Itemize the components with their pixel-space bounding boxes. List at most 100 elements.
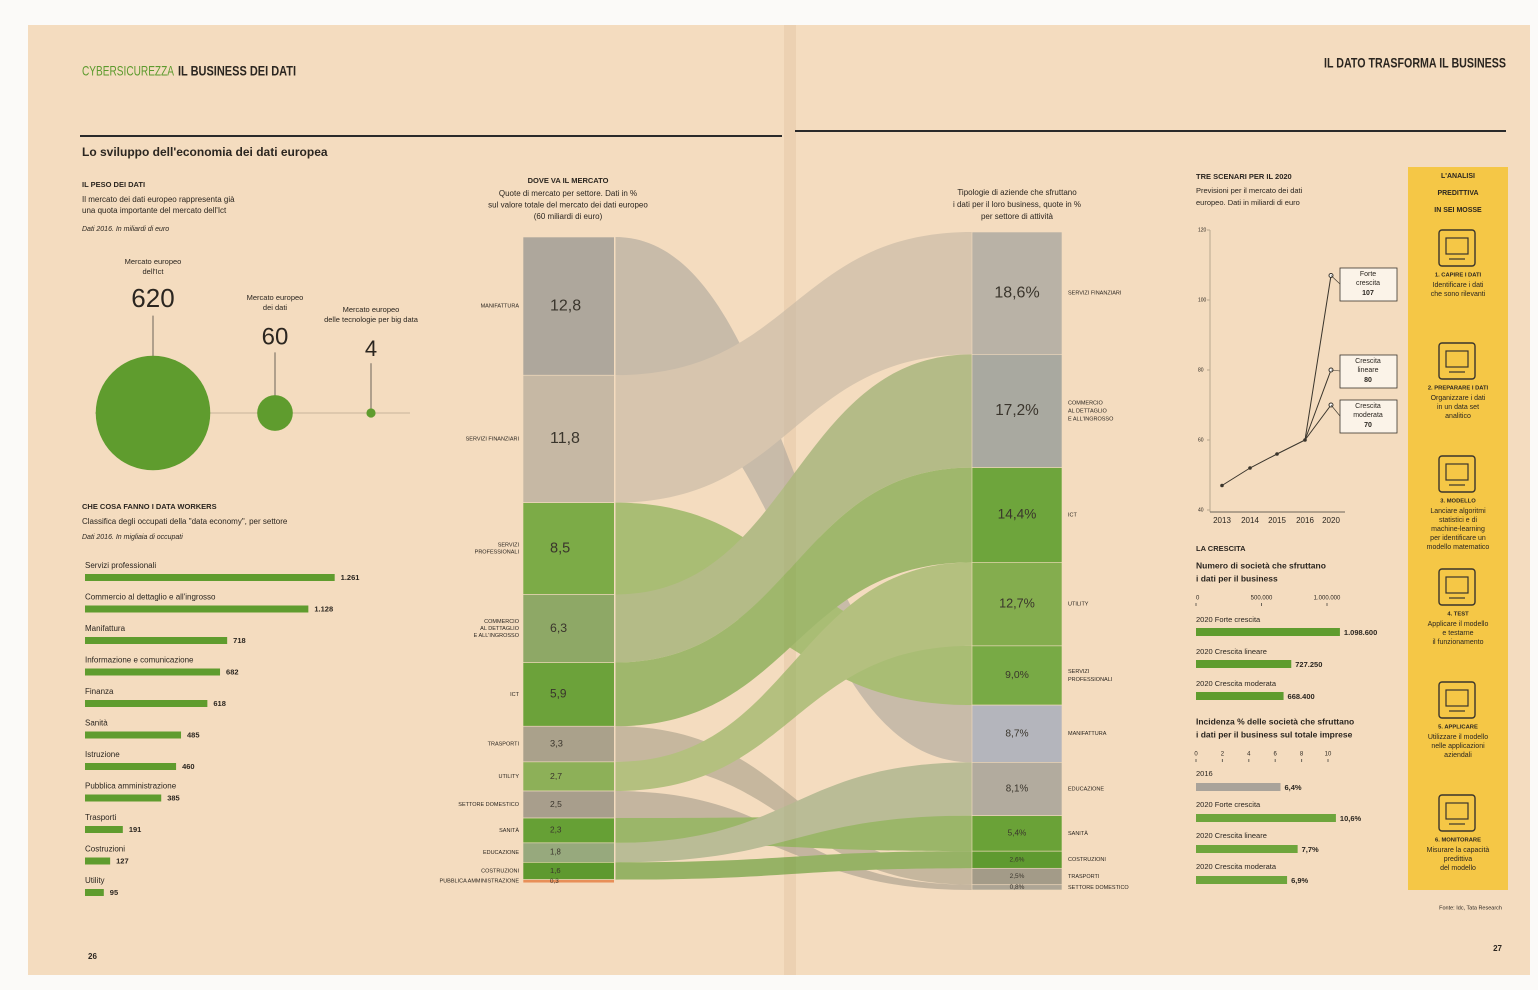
segment-value: 1,8: [550, 848, 561, 857]
segment-value: 8,7%: [1005, 728, 1028, 739]
segment: [971, 562, 1063, 647]
x-tick-label: 2020: [1322, 516, 1340, 525]
segment-value: 17,2%: [995, 402, 1039, 419]
sector-label: MANIFATTURA: [1068, 731, 1107, 737]
bar: [85, 668, 221, 676]
bar: [85, 700, 208, 707]
bar-value: 1.261: [341, 573, 360, 582]
segment: [971, 762, 1063, 816]
column-line: [614, 237, 616, 883]
text: Classifica degli occupati della "data ec…: [82, 517, 288, 526]
sector-label: SETTORE DOMESTICO: [458, 802, 519, 808]
sector-label: ICT: [510, 692, 520, 698]
bubble: [366, 408, 376, 418]
callout-text: crescita: [1356, 280, 1380, 287]
bar-value: 727.250: [1295, 660, 1322, 669]
x-tick-label: 1.000.000: [1314, 596, 1341, 602]
segment: [971, 231, 1063, 355]
segment: [971, 467, 1063, 563]
step-text: che sono rilevanti: [1431, 291, 1486, 298]
row-label: Trasporti: [85, 813, 116, 822]
main-title: Lo sviluppo dell'economia dei dati europ…: [82, 145, 328, 159]
sector-label: EDUCAZIONE: [1068, 786, 1104, 792]
y-tick-label: 60: [1198, 437, 1204, 443]
bubble: [257, 395, 293, 431]
row-label: 2020 Crescita lineare: [1196, 831, 1267, 840]
step-title: 6. MONITORARE: [1435, 838, 1481, 844]
x-tick-label: 2015: [1268, 516, 1286, 525]
segment: [522, 862, 616, 880]
bar: [85, 794, 162, 802]
bar: [1196, 814, 1336, 822]
sector-label: SANITÀ: [499, 827, 519, 834]
sector-label: E ALL'INGROSSO: [1068, 416, 1114, 422]
text-line: (60 miliardi di euro): [534, 212, 603, 221]
step-text: Misurare la capacità: [1427, 847, 1490, 854]
bar-value: 95: [110, 888, 118, 897]
x-tick-label: 10: [1325, 752, 1332, 758]
segment: [971, 354, 1063, 468]
bar-value: 7,7%: [1302, 845, 1319, 854]
page-number: 27: [1493, 944, 1502, 953]
bubble-label: dei dati: [263, 303, 288, 312]
bar-value: 485: [187, 730, 200, 739]
text-line: Il mercato dei dati europeo rappresenta …: [82, 195, 235, 204]
row-label: 2016: [1196, 769, 1213, 778]
step-text: Utilizzare il modello: [1428, 734, 1488, 741]
y-tick-label: 80: [1198, 367, 1204, 373]
row-label: Finanza: [85, 687, 114, 696]
segment: [522, 879, 616, 884]
segment: [971, 645, 1063, 706]
sector-label: MANIFATTURA: [481, 304, 520, 310]
segment-value: 3,3: [550, 739, 563, 749]
segment: [971, 815, 1063, 852]
segment-value: 5,4%: [1008, 829, 1027, 838]
segment: [522, 374, 616, 503]
bar: [1196, 845, 1298, 853]
bar: [85, 637, 228, 644]
step-title: 4. TEST: [1447, 612, 1469, 618]
sector-label: TRASPORTI: [488, 742, 520, 748]
segment: [522, 790, 616, 819]
sector-label: AL DETTAGLIO: [480, 626, 520, 632]
segment-value: 2,5: [550, 799, 562, 809]
step-title: 5. APPLICARE: [1438, 725, 1478, 731]
bar-value: 618: [213, 699, 226, 708]
callout-text: lineare: [1357, 367, 1378, 374]
row-label: Costruzioni: [85, 845, 125, 854]
row-label: 2020 Forte crescita: [1196, 615, 1261, 624]
row-label: Commercio al dettaglio e all'ingrosso: [85, 593, 216, 602]
sidebar-bg: [1408, 167, 1508, 890]
line-historic: [1221, 439, 1306, 486]
sector-label: SERVIZI FINANZIARI: [466, 436, 520, 442]
step-text: machine-learning: [1431, 526, 1485, 533]
header-title: IL DATO TRASFORMA IL BUSINESS: [1324, 55, 1506, 71]
flow: [615, 232, 972, 503]
step-text: in un data set: [1437, 404, 1479, 411]
row-label: 2020 Crescita moderata: [1196, 679, 1277, 688]
flow: [615, 467, 972, 727]
bubble-label: Mercato europeo: [125, 257, 182, 266]
bar: [85, 605, 309, 613]
sector-label: PROFESSIONALI: [1068, 677, 1113, 683]
bar-value: 385: [167, 793, 180, 802]
segment: [522, 662, 616, 727]
segment-value: 12,7%: [999, 596, 1035, 610]
step-text: analitico: [1445, 413, 1471, 420]
text-line: i dati per il loro business, quote in %: [953, 200, 1081, 209]
bar-value: 10,6%: [1340, 814, 1362, 823]
y-tick-label: 100: [1198, 297, 1207, 303]
bubble-value: 60: [262, 323, 289, 350]
bar: [85, 857, 111, 865]
header-title: IL BUSINESS DEI DATI: [178, 63, 296, 79]
y-tick-label: 120: [1198, 227, 1207, 233]
sector-label: UTILITY: [499, 774, 520, 780]
segment-value: 18,6%: [994, 284, 1039, 301]
sector-label: COSTRUZIONI: [481, 868, 519, 874]
callout-value: 70: [1364, 422, 1372, 429]
segment: [522, 594, 616, 663]
icon: [1445, 576, 1469, 594]
segment-value: 2,5%: [1010, 873, 1025, 880]
sector-label: SERVIZI: [1068, 669, 1090, 675]
row-label: Pubblica amministrazione: [85, 782, 177, 791]
